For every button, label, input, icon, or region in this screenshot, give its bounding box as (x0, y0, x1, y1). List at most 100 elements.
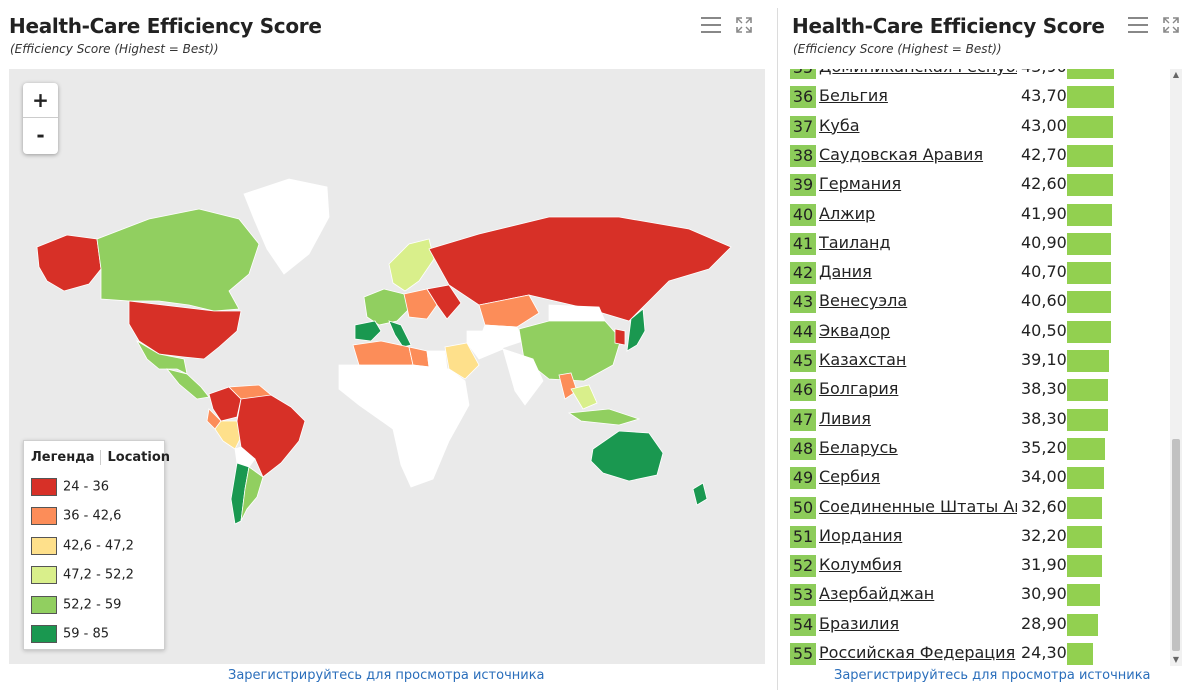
map-region-indonesia[interactable] (567, 408, 641, 426)
legend-item[interactable]: 36 - 42,6 (31, 507, 121, 527)
list-item[interactable]: 54 Бразилия 28,90 (790, 612, 1170, 636)
country-link[interactable]: Германия (819, 174, 902, 194)
map-region-greenland[interactable] (243, 178, 330, 275)
list-item[interactable]: 36 Бельгия 43,70 (790, 84, 1170, 109)
map-region-bolivia[interactable] (234, 446, 256, 468)
country-link[interactable]: Болгария (819, 379, 899, 399)
zoom-in-button[interactable]: + (23, 83, 58, 118)
map-region-brazil[interactable] (236, 394, 306, 478)
map-region-australia[interactable] (590, 430, 664, 482)
list-item[interactable]: 52 Колумбия 31,90 (790, 553, 1170, 578)
map-region-italy[interactable] (388, 320, 412, 348)
source-link[interactable]: Зарегистрируйтесь для просмотра источник… (228, 668, 545, 683)
map-region-kazakhstan[interactable] (478, 294, 540, 328)
country-link[interactable]: Доминиканская Республика (819, 69, 1017, 78)
country-link[interactable]: Иордания (819, 525, 903, 545)
map-region-japan[interactable] (626, 308, 646, 352)
map-region-belarus-ukraine[interactable] (426, 284, 462, 320)
list-item[interactable]: 51 Иордания 32,20 (790, 524, 1170, 548)
map-region-europe-west[interactable] (363, 288, 410, 326)
list-item[interactable]: 35Доминиканская Республика 43,90 (790, 69, 1170, 79)
legend-item[interactable]: 59 - 85 (31, 625, 109, 645)
scroll-up-icon[interactable]: ▲ (1172, 70, 1180, 79)
country-link[interactable]: Бразилия (819, 613, 900, 633)
menu-icon[interactable] (1128, 17, 1148, 33)
rank-badge: 40 (790, 203, 816, 226)
source-link[interactable]: Зарегистрируйтесь для просмотра источник… (834, 668, 1151, 683)
scroll-thumb[interactable] (1172, 439, 1180, 651)
country-link[interactable]: Дания (819, 262, 872, 282)
ranking-list[interactable]: 35Доминиканская Республика 43,90 36Бельгия… (790, 69, 1170, 666)
map-region-egypt[interactable] (426, 350, 448, 370)
expand-icon[interactable] (736, 17, 752, 33)
score-bar (1067, 232, 1112, 255)
map-region-iberia[interactable] (354, 320, 382, 342)
list-item[interactable]: 42 Дания 40,70 (790, 260, 1170, 285)
map-region-usa[interactable] (128, 300, 242, 360)
ranking-title: Health-Care Efficiency Score (792, 14, 1105, 38)
world-map[interactable]: + - Легенда Location 24 - 36 36 - 42,6 42… (9, 69, 765, 664)
list-item[interactable]: 38 Саудовская Аравия 42,70 (790, 143, 1170, 167)
country-link[interactable]: Беларусь (819, 437, 898, 457)
map-region-peru[interactable] (214, 420, 242, 450)
map-region-canada[interactable] (96, 208, 260, 312)
list-item[interactable]: 46 Болгария 38,30 (790, 377, 1170, 402)
list-item[interactable]: 43 Венесуэла 40,60 (790, 289, 1170, 314)
map-region-africa[interactable] (338, 364, 470, 488)
map-region-iran[interactable] (466, 330, 504, 360)
map-region-se-asia[interactable] (570, 384, 598, 410)
list-item[interactable]: 41 Таиланд 40,90 (790, 231, 1170, 255)
map-region-alaska[interactable] (36, 234, 102, 292)
list-item[interactable]: 45 Казахстан 39,10 (790, 348, 1170, 372)
map-region-india[interactable] (502, 348, 544, 406)
list-item[interactable]: 37 Куба 43,00 (790, 114, 1170, 138)
country-link[interactable]: Саудовская Аравия (819, 144, 984, 164)
country-link[interactable]: Бельгия (819, 86, 888, 106)
map-region-new-zealand[interactable] (692, 482, 708, 506)
country-link[interactable]: Венесуэла (819, 291, 908, 311)
legend-item[interactable]: 52,2 - 59 (31, 596, 121, 616)
list-item[interactable]: 48 Беларусь 35,20 (790, 436, 1170, 460)
world-map-svg[interactable] (9, 69, 765, 664)
zoom-out-button[interactable]: - (36, 123, 45, 147)
scroll-down-icon[interactable]: ▼ (1172, 655, 1180, 664)
score-value: 40,70 (1021, 262, 1067, 282)
country-link[interactable]: Алжир (819, 203, 876, 223)
country-link[interactable]: Сербия (819, 467, 881, 487)
rank-badge: 53 (790, 584, 816, 607)
expand-icon[interactable] (1163, 17, 1179, 33)
map-region-eastern-europe[interactable] (403, 288, 438, 320)
list-scrollbar[interactable]: ▲ ▼ (1170, 69, 1182, 666)
list-item[interactable]: 44 Эквадор 40,50 (790, 319, 1170, 343)
list-item[interactable]: 40 Алжир 41,90 (790, 202, 1170, 226)
map-region-russia[interactable] (428, 216, 732, 322)
country-link[interactable]: Куба (819, 115, 860, 135)
legend-item[interactable]: 42,6 - 47,2 (31, 537, 134, 557)
list-item[interactable]: 53 Азербайджан 30,90 (790, 582, 1170, 607)
country-link[interactable]: Ливия (819, 408, 871, 428)
country-link[interactable]: Соединенные Штаты Америки (819, 496, 1017, 516)
list-item[interactable]: 55 Российская Федерация 24,30 (790, 641, 1170, 665)
map-region-central-america[interactable] (165, 368, 210, 400)
score-bar (1067, 291, 1111, 314)
legend-item[interactable]: 24 - 36 (31, 478, 109, 498)
score-value: 42,60 (1021, 174, 1067, 194)
country-link[interactable]: Казахстан (819, 350, 907, 369)
country-link[interactable]: Эквадор (819, 320, 891, 340)
country-link[interactable]: Российская Федерация (819, 643, 1016, 662)
country-link[interactable]: Азербайджан (819, 584, 935, 604)
list-item[interactable]: 47 Ливия 38,30 (790, 407, 1170, 431)
list-item[interactable]: 49 Сербия 34,00 (790, 465, 1170, 490)
map-region-argentina[interactable] (240, 466, 264, 522)
country-link[interactable]: Колумбия (819, 555, 902, 575)
map-region-saudi[interactable] (444, 342, 480, 380)
map-region-korea[interactable] (614, 328, 626, 346)
map-region-scandinavia[interactable] (388, 238, 435, 292)
country-link[interactable]: Таиланд (819, 232, 891, 252)
rank-badge: 37 (790, 115, 816, 138)
map-region-mexico[interactable] (135, 339, 188, 375)
menu-icon[interactable] (701, 17, 721, 33)
list-item[interactable]: 39 Германия 42,60 (790, 172, 1170, 197)
legend-item[interactable]: 47,2 - 52,2 (31, 566, 134, 586)
